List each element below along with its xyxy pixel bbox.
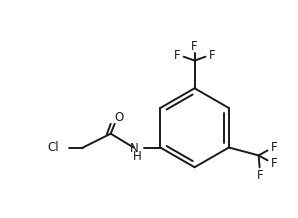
Text: F: F — [191, 40, 198, 53]
Text: F: F — [173, 49, 180, 62]
Text: Cl: Cl — [48, 141, 59, 154]
Text: F: F — [271, 157, 278, 170]
Text: O: O — [114, 111, 123, 124]
Text: F: F — [209, 49, 216, 62]
Text: F: F — [271, 141, 278, 154]
Text: F: F — [257, 169, 264, 182]
Text: N: N — [130, 142, 139, 155]
Text: H: H — [133, 150, 142, 163]
